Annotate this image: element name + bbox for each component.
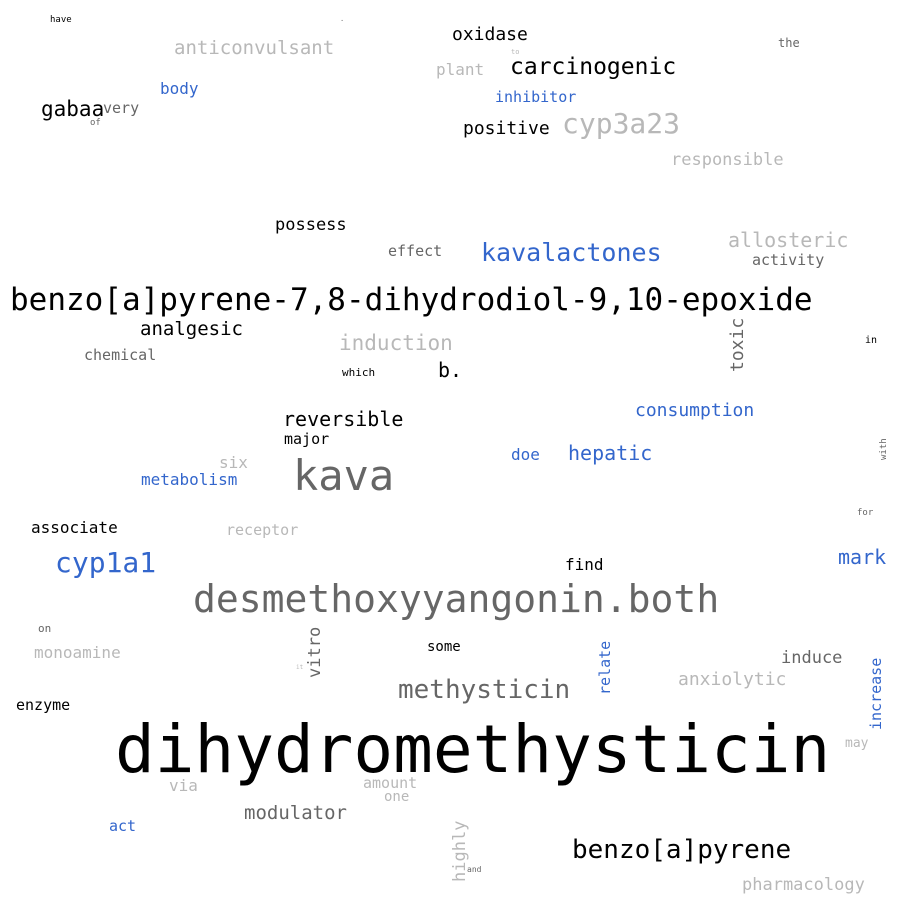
word-54: may [845,736,869,751]
word-61: of [90,118,101,128]
word-63: and [467,865,482,874]
word-25: pharmacology [742,875,865,895]
word-47: six [219,453,248,472]
word-23: positive [463,118,550,139]
word-62: have [50,15,72,25]
word-9: carcinogenic [510,54,676,80]
word-17: consumption [635,400,754,421]
word-18: modulator [244,802,347,824]
word-15: analgesic [140,318,243,340]
word-5: benzo[a]pyrene [572,835,791,865]
word-28: vitro [305,627,325,678]
word-36: monoamine [34,643,121,662]
word-34: highly [450,821,470,882]
word-19: anxiolytic [678,669,786,690]
word-0: dihydromethysticin [115,711,830,788]
word-64: to [511,48,519,56]
word-1: benzo[a]pyrene-7,8-dihydrodiol-9,10-epox… [10,282,813,318]
word-38: body [160,79,199,98]
word-51: via [169,776,198,795]
word-10: induction [339,331,453,355]
word-55: the [778,36,800,50]
word-43: major [284,430,329,448]
word-32: inhibitor [495,88,576,106]
word-44: receptor [226,521,298,539]
word-13: anticonvulsant [174,37,334,59]
word-14: hepatic [568,441,652,465]
word-39: plant [436,60,484,79]
word-48: amount [363,774,417,792]
word-24: responsible [671,150,784,170]
word-42: effect [388,242,442,260]
word-46: very [103,99,139,117]
word-41: relate [596,641,614,695]
word-2: desmethoxyyangonin.both [193,577,719,621]
word-26: metabolism [141,470,237,489]
word-57: which [342,366,375,379]
word-52: act [109,817,136,835]
word-56: on [38,622,51,635]
word-7: kavalactones [481,238,662,267]
word-29: associate [31,518,118,537]
word-50: some [427,639,461,655]
word-45: chemical [84,346,156,364]
word-12: allosteric [728,228,848,252]
word-33: b. [438,358,462,382]
word-4: methysticin [398,675,570,705]
word-49: doe [511,445,540,464]
word-59: for [857,508,874,518]
word-60: with [879,438,889,460]
word-65: it [296,664,304,671]
word-20: mark [838,545,886,569]
word-40: enzyme [16,696,70,714]
word-27: possess [275,215,347,235]
word-30: induce [781,648,842,668]
word-22: oxidase [452,24,528,45]
word-58: in [865,335,877,346]
word-16: gabaa [41,97,104,121]
word-21: toxic [727,318,748,372]
word-31: increase [867,658,885,730]
word-8: cyp3a23 [562,107,680,140]
word-66: . [340,15,344,23]
word-11: reversible [283,407,403,431]
word-35: find [565,555,604,574]
word-3: kava [293,451,394,500]
word-53: one [384,789,409,805]
word-6: cyp1a1 [55,546,156,579]
word-37: activity [752,251,824,269]
